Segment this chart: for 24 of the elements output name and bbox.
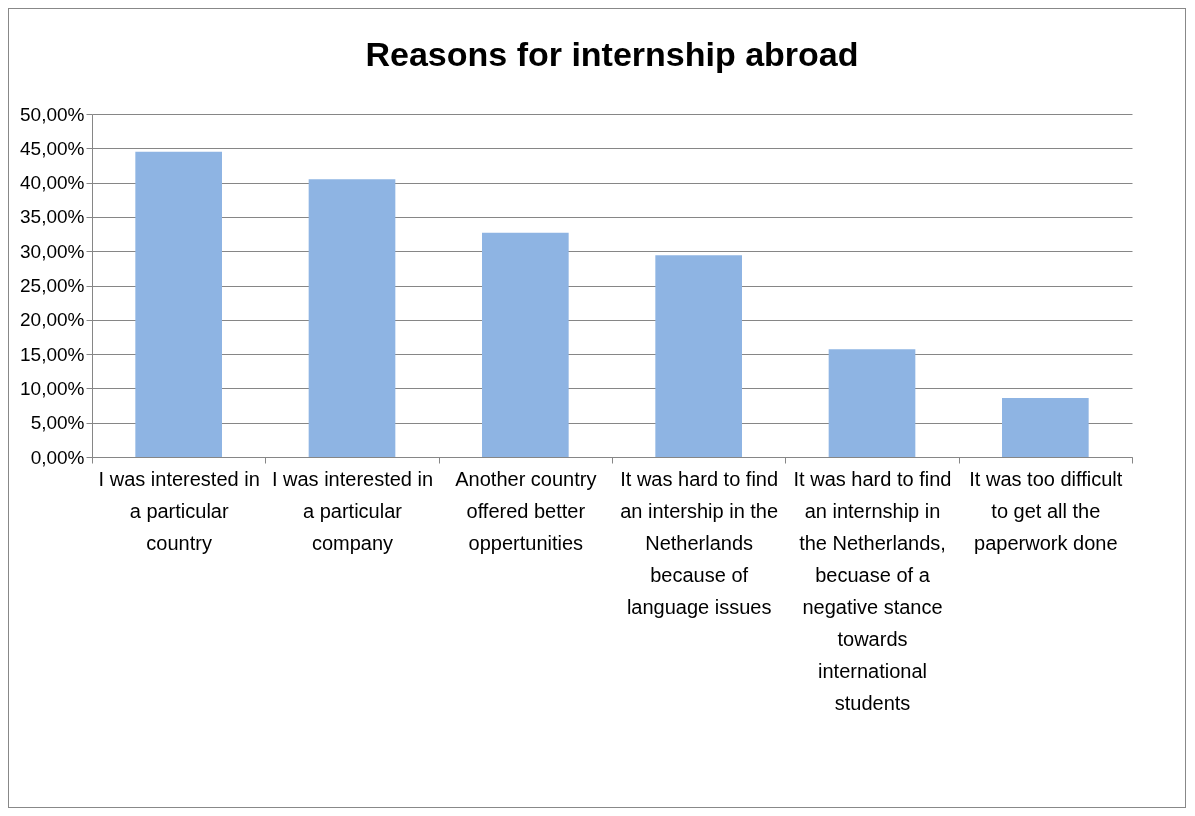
y-tick-label: 45,00% (20, 137, 85, 159)
x-tick-label: I was interested in a particular company (271, 467, 434, 554)
bar (828, 349, 916, 457)
y-tick-label: 15,00% (20, 343, 85, 365)
x-tick-label: It was hard to find an internship in the Netherlands, becuase of a negative stance towards international students (793, 467, 952, 714)
y-tick-label: 40,00% (20, 172, 85, 194)
bar (482, 232, 569, 457)
y-tick-label: 20,00% (20, 309, 85, 331)
y-tick-label: 50,00% (20, 103, 85, 125)
y-tick-label: 35,00% (20, 206, 85, 228)
y-tick-label: 5,00% (30, 412, 85, 434)
x-tick-label: I was interested in a particular country (98, 467, 260, 554)
x-tick-label: It was too difficult to get all the paperwork done (969, 467, 1123, 554)
y-tick-label: 25,00% (20, 275, 85, 296)
x-tick-label: Another country offered better oppertunities (455, 467, 597, 554)
chart-title: Reasons for internship abroad (365, 35, 859, 73)
y-tick-label: 10,00% (20, 377, 85, 399)
x-tick-label: It was hard to find an intership in the Netherlands because of language issues (620, 467, 779, 618)
bar (655, 255, 742, 457)
bar (135, 151, 222, 457)
bar (1002, 398, 1089, 457)
y-tick-label: 30,00% (20, 240, 85, 262)
bar (308, 179, 396, 457)
y-tick-label: 0,00% (30, 446, 85, 468)
